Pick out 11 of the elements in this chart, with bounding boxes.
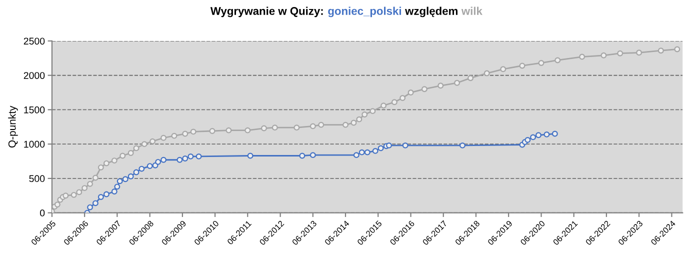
text: goniec_polski <box>328 6 401 18</box>
y-axis-title: Q-punkty <box>8 106 18 148</box>
y-tick-label: 1500 <box>24 106 45 114</box>
text: wilk <box>461 6 482 15</box>
y-tick-label: 0 <box>40 210 45 216</box>
y-tick-label: 2500 <box>24 38 45 45</box>
chart-title: Wygrywanie w Quizy: <box>210 6 323 18</box>
y-tick-label: 500 <box>29 175 45 182</box>
text: względem <box>405 6 458 18</box>
y-tick-label: 1000 <box>24 140 45 148</box>
y-tick-label: 2000 <box>24 72 45 79</box>
